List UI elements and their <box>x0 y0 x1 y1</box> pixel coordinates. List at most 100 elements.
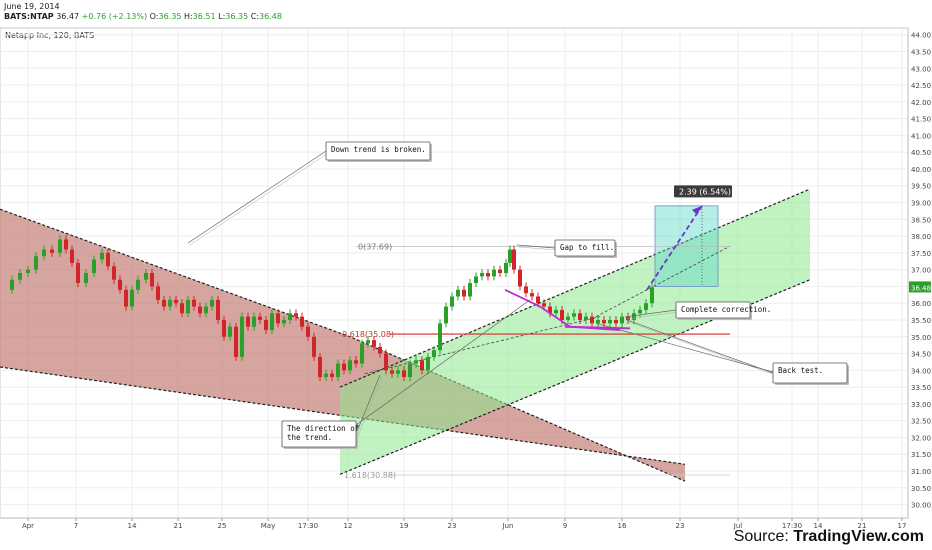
candle-body <box>342 363 346 371</box>
x-tick-label: 12 <box>344 522 353 530</box>
direction-pointer-2 <box>355 299 531 426</box>
chart-date: June 19, 2014 <box>4 2 60 11</box>
candle-body <box>450 296 454 307</box>
candles <box>10 235 654 382</box>
candle-body <box>536 296 540 304</box>
chart-title: Netapp Inc, 120, BATS <box>5 31 94 40</box>
y-tick-label: 32.00 <box>911 434 931 442</box>
y-tick-label: 39.50 <box>911 183 931 191</box>
candle-body <box>480 273 484 277</box>
candle-body <box>50 249 54 253</box>
candle-body <box>70 249 74 263</box>
candle-body <box>130 289 134 307</box>
candle-body <box>638 309 642 314</box>
x-tick-label: 16 <box>618 522 627 530</box>
open-value: 36.35 <box>158 12 182 21</box>
x-tick-label: 17 <box>898 522 907 530</box>
close-label: C: <box>250 12 260 21</box>
bull-channel <box>340 189 810 475</box>
candle-body <box>492 269 496 277</box>
trend-direction-line <box>364 316 601 375</box>
callout-pointer-shadow <box>626 311 679 320</box>
correction-base-arrow <box>564 325 631 330</box>
backtest-pointer-2 <box>595 323 774 373</box>
source-site: TradingView.com <box>793 528 924 545</box>
candle-body <box>198 306 202 314</box>
candle-body <box>402 370 406 378</box>
fib-618-label: 0.618(35.08) <box>342 330 394 339</box>
y-tick-label: 38.00 <box>911 233 931 241</box>
candle-body <box>174 299 178 304</box>
candle-body <box>264 319 268 331</box>
callout-text: Gap to fill. <box>560 243 614 252</box>
callout-pointer <box>516 244 556 249</box>
price-tag-label: 36.48 <box>911 284 931 292</box>
y-tick-label: 35.50 <box>911 317 931 325</box>
symbol-label[interactable]: BATS:NTAP <box>4 12 54 21</box>
candle-body <box>186 299 190 314</box>
last-price: 36.47 <box>56 12 80 21</box>
y-tick-label: 35.00 <box>911 334 931 342</box>
candle-body <box>300 316 304 327</box>
callout-box <box>675 301 751 319</box>
candle-body <box>614 319 618 324</box>
symbol-quote-line: BATS:NTAP 36.47 +0.76 (+2.13%) O:36.35 H… <box>4 12 282 21</box>
low-value: 36.35 <box>225 12 249 21</box>
candle-body <box>596 319 600 324</box>
y-tick-label: 42.50 <box>911 82 931 90</box>
candle-body <box>396 370 400 374</box>
candle-body <box>420 360 424 371</box>
x-tick-label: 14 <box>814 522 823 530</box>
candle-body <box>294 313 298 317</box>
callout-box <box>554 239 616 257</box>
x-tick-label: 17:30 <box>782 522 802 530</box>
x-tick-label: 21 <box>174 522 183 530</box>
y-tick-label: 38.50 <box>911 216 931 224</box>
fib-levels: 0(37.69) 0.618(35.08) 1.618(30.88) <box>342 242 730 480</box>
callout-box <box>325 141 431 161</box>
candle-body <box>204 306 208 314</box>
candle-body <box>222 319 226 337</box>
x-tick-label: May <box>261 522 275 530</box>
x-tick-label: 25 <box>218 522 227 530</box>
x-tick-label: 7 <box>74 522 78 530</box>
y-tick-label: 34.00 <box>911 367 931 375</box>
candle-body <box>548 306 552 314</box>
x-tick-label: 23 <box>448 522 457 530</box>
candle-body <box>508 249 512 263</box>
x-tick-label: 17:30 <box>298 522 318 530</box>
candle-body <box>192 299 196 307</box>
candle-body <box>438 323 442 351</box>
candle-body <box>524 286 528 294</box>
y-tick-label: 31.50 <box>911 451 931 459</box>
candle-body <box>650 287 654 304</box>
candle-body <box>106 252 110 267</box>
candle-body <box>330 373 334 378</box>
candle-body <box>498 269 502 273</box>
candle-body <box>288 313 292 320</box>
candle-body <box>150 273 154 287</box>
candle-body <box>64 239 68 250</box>
candle-body <box>512 249 516 270</box>
callout-gap: Gap to fill. <box>516 239 617 258</box>
candle-body <box>626 316 630 320</box>
candle-body <box>644 303 648 310</box>
candle-body <box>26 269 30 273</box>
y-tick-label: 37.50 <box>911 250 931 258</box>
callout-text: Complete correction. <box>681 305 771 314</box>
callout-box <box>772 362 848 384</box>
candle-body <box>372 340 376 347</box>
y-tick-label: 39.00 <box>911 200 931 208</box>
candle-body <box>318 356 322 378</box>
high-label: H: <box>183 12 193 21</box>
candle-body <box>378 346 382 354</box>
candle-body <box>530 293 534 297</box>
candle-body <box>180 303 184 314</box>
x-tick-label: 9 <box>563 522 567 530</box>
candle-body <box>324 373 328 378</box>
candle-body <box>578 313 582 320</box>
candle-body <box>474 276 478 284</box>
candle-body <box>486 273 490 277</box>
